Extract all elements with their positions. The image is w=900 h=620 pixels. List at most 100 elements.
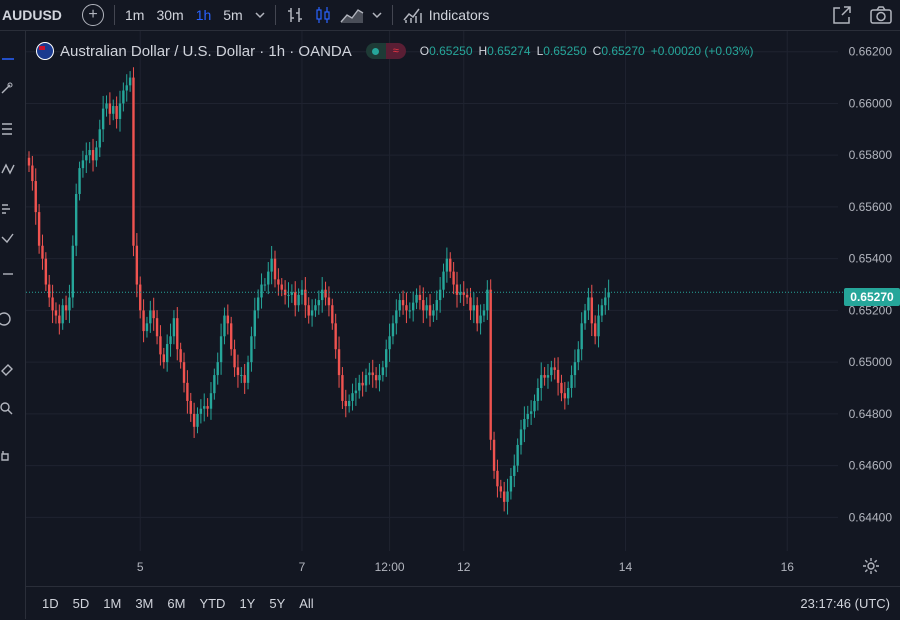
candle-body (499, 486, 502, 492)
candle-body (361, 382, 364, 386)
y-tick-label: 0.66200 (849, 45, 893, 59)
candle-body (577, 349, 580, 363)
interval-1h[interactable]: 1h (195, 7, 212, 23)
area-chart-type-icon[interactable] (340, 6, 364, 24)
y-tick-label: 0.65400 (849, 252, 893, 266)
high-value: 0.65274 (487, 44, 531, 58)
bar-chart-type-icon[interactable] (286, 6, 304, 24)
candle-body (590, 297, 593, 324)
candle-body (219, 336, 223, 363)
bottom-toolbar: 1D 5D 1M 3M 6M YTD 1Y 5Y All 23:17:46 (U… (26, 586, 900, 620)
candle-body (600, 305, 604, 316)
indicators-button[interactable]: Indicators (403, 6, 489, 24)
candle-body (145, 323, 149, 332)
price-axis[interactable]: 0.66200 0.66000 0.65800 0.65600 0.65400 0.652… (849, 45, 893, 525)
last-price-label: 0.65270 (844, 288, 900, 306)
interval-5m[interactable]: 5m (223, 7, 243, 23)
candle-body (583, 310, 587, 324)
candle-body (405, 305, 408, 311)
candle-body (112, 106, 115, 114)
range-all[interactable]: All (299, 596, 314, 611)
text-tool-icon[interactable] (0, 271, 16, 287)
brush-icon[interactable] (0, 231, 16, 247)
candle-body (290, 292, 294, 295)
candle-body (314, 305, 317, 311)
candle-body (199, 408, 203, 414)
chevron-down-icon[interactable] (372, 11, 382, 19)
chevron-down-icon[interactable] (255, 11, 265, 19)
top-toolbar: AUDUSD + 1m 30m 1h 5m Indicators (0, 0, 900, 31)
ruler-icon[interactable] (0, 361, 16, 377)
candle-body (68, 297, 71, 311)
candle-body (250, 336, 253, 363)
candle-body (203, 406, 206, 409)
open-key: O (419, 44, 430, 58)
time-axis[interactable]: 5 7 12:00 12 14 16 (137, 560, 794, 574)
candle-body (358, 382, 361, 391)
trendline-icon[interactable] (0, 81, 16, 97)
range-5d[interactable]: 5D (72, 596, 90, 611)
range-3m[interactable]: 3M (135, 596, 154, 611)
candle-body (135, 245, 139, 285)
candle-body (307, 305, 310, 316)
candle-body (132, 77, 135, 246)
range-5y[interactable]: 5Y (269, 596, 286, 611)
clock-utc[interactable]: 23:17:46 (UTC) (800, 596, 890, 611)
forecast-icon[interactable] (0, 201, 16, 217)
candle-body (162, 354, 165, 363)
candle-body (381, 367, 385, 376)
crosshair-icon[interactable] (0, 51, 16, 67)
x-tick-label: 12:00 (375, 560, 405, 574)
range-ytd[interactable]: YTD (199, 596, 226, 611)
range-1y[interactable]: 1Y (239, 596, 256, 611)
candle-body (550, 367, 553, 376)
candle-body (226, 315, 230, 324)
camera-snapshot-icon[interactable] (870, 5, 892, 25)
settings-gear-icon[interactable] (862, 557, 880, 575)
indicators-icon (403, 8, 422, 23)
symbol-search[interactable]: AUDUSD (2, 7, 62, 23)
candle-body (428, 305, 432, 316)
pattern-icon[interactable] (0, 161, 16, 177)
market-status-pill[interactable]: ≈ (365, 43, 406, 59)
candle-body (182, 362, 186, 383)
candle-body (580, 323, 583, 350)
range-1d[interactable]: 1D (42, 596, 59, 611)
ohlc-values: O0.65250 H0.65274 L0.65250 C0.65270 +0.0… (420, 44, 754, 58)
candle-body (189, 400, 192, 414)
price-chart[interactable]: 0.66200 0.66000 0.65800 0.65600 0.65400 0.652… (26, 31, 900, 585)
smiley-icon[interactable] (0, 311, 16, 327)
candle-body (280, 284, 283, 290)
range-6m[interactable]: 6M (167, 596, 186, 611)
fib-retracement-icon[interactable] (0, 121, 16, 137)
range-1m[interactable]: 1M (103, 596, 122, 611)
low-key: L (536, 44, 544, 58)
chart-legend: Australian Dollar / U.S. Dollar · 1h · O… (36, 42, 753, 60)
candle-body (516, 444, 519, 466)
interval-1m[interactable]: 1m (125, 7, 145, 23)
legend-title[interactable]: Australian Dollar / U.S. Dollar · 1h · O… (60, 42, 352, 60)
compare-add-icon[interactable]: + (82, 4, 104, 26)
candle-body (105, 103, 108, 109)
y-tick-label: 0.64800 (849, 407, 893, 421)
candle-body (509, 475, 513, 492)
candle-body (27, 157, 31, 166)
candle-body (445, 258, 449, 272)
candle-body (422, 300, 425, 311)
candle-body (115, 106, 118, 119)
interval-30m[interactable]: 30m (156, 7, 184, 23)
candle-body (492, 439, 496, 471)
candle-body (570, 375, 573, 389)
candle-body (486, 289, 489, 311)
candle-body (54, 310, 58, 316)
candle-body (378, 375, 381, 381)
candle-body (233, 349, 236, 368)
candle-body (37, 212, 41, 246)
zoom-icon[interactable] (0, 401, 16, 417)
candlestick-chart-type-icon[interactable] (314, 6, 332, 24)
fullscreen-icon[interactable] (832, 5, 852, 25)
lock-drawings-icon[interactable] (0, 446, 16, 462)
candle-body (98, 129, 101, 148)
candle-body (71, 245, 75, 298)
candle-body (523, 419, 526, 430)
